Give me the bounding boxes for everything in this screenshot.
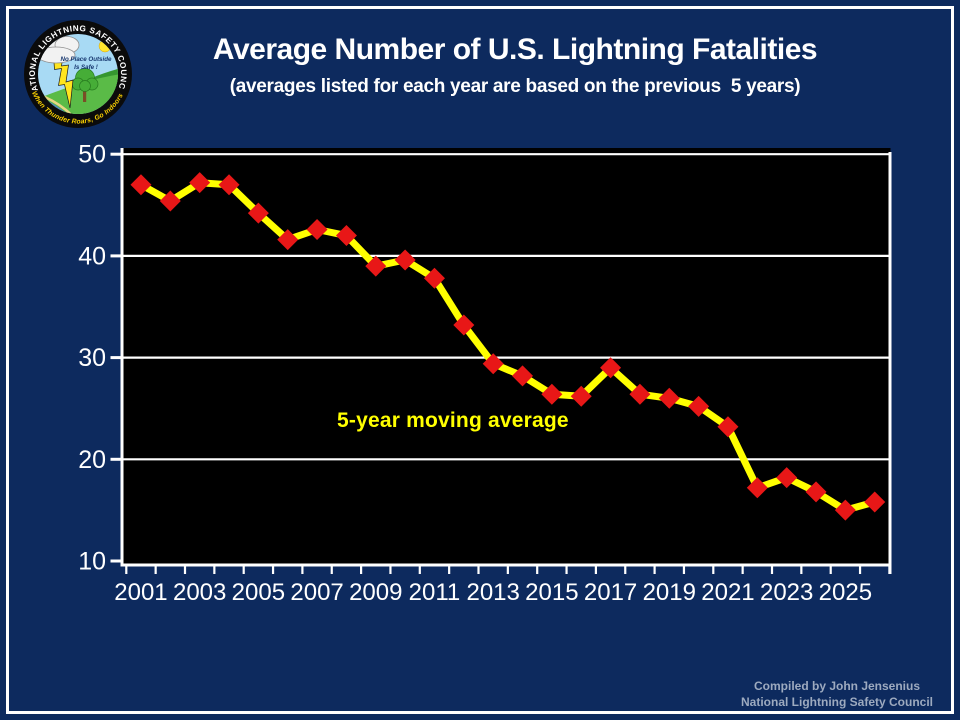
data-point-marker — [688, 395, 710, 417]
data-point-marker — [746, 477, 768, 499]
y-tick-label: 30 — [78, 344, 106, 372]
data-point-marker — [423, 267, 445, 289]
data-point-marker — [541, 383, 563, 405]
nlsc-logo-svg: No Place Outside Is Safe ! NATIONAL LIGH… — [20, 12, 132, 128]
x-tick-label: 2021 — [701, 579, 754, 606]
y-tick-label: 40 — [78, 242, 106, 270]
data-point-marker — [776, 467, 798, 489]
x-tick-label: 2007 — [290, 579, 343, 606]
data-point-marker — [805, 481, 827, 503]
y-tick-label: 20 — [78, 446, 106, 474]
tree-icon — [71, 68, 99, 92]
data-point-marker — [130, 174, 152, 196]
logo-slogan-line1: No Place Outside — [61, 56, 112, 63]
x-tick-label: 2017 — [584, 579, 637, 606]
data-point-marker — [658, 387, 680, 409]
footer-credit-line2: National Lightning Safety Council — [741, 695, 933, 709]
tree-trunk — [83, 89, 87, 102]
x-tick-label: 2005 — [232, 579, 285, 606]
data-point-marker — [277, 229, 299, 251]
nlsc-logo: No Place Outside Is Safe ! NATIONAL LIGH… — [20, 12, 133, 129]
x-tick-label: 2009 — [349, 579, 402, 606]
y-tick-label: 50 — [78, 141, 106, 169]
data-point-marker — [570, 385, 592, 407]
data-point-marker — [218, 174, 240, 196]
data-point-marker — [834, 499, 856, 521]
data-point-marker — [453, 314, 475, 336]
data-point-marker — [189, 172, 211, 194]
data-point-marker — [512, 365, 534, 387]
data-point-marker — [335, 225, 357, 247]
x-tick-label: 2023 — [760, 579, 813, 606]
logo-slogan-line2: Is Safe ! — [74, 64, 98, 71]
footer-credit: Compiled by John Jensenius National Ligh… — [732, 678, 942, 710]
data-point-marker — [365, 255, 387, 277]
x-tick-label: 2015 — [525, 579, 578, 606]
lightning-bolt-icon — [52, 48, 74, 109]
data-point-marker — [247, 202, 269, 224]
x-tick-label: 2019 — [643, 579, 696, 606]
x-tick-label: 2011 — [409, 579, 461, 606]
data-point-marker — [394, 249, 416, 271]
y-tick-label: 10 — [78, 548, 106, 576]
data-point-marker — [629, 383, 651, 405]
data-point-marker — [482, 353, 504, 375]
series-annotation: 5-year moving average — [337, 409, 569, 432]
x-tick-label: 2001 — [114, 579, 167, 606]
data-point-marker — [306, 218, 328, 240]
x-tick-label: 2025 — [819, 579, 872, 606]
data-point-marker — [717, 416, 739, 438]
data-point-marker — [600, 357, 622, 379]
x-tick-label: 2013 — [466, 579, 519, 606]
page-title: Average Number of U.S. Lightning Fatalit… — [212, 33, 818, 66]
x-tick-label: 2003 — [173, 579, 226, 606]
footer-credit-line1: Compiled by John Jensenius — [753, 679, 921, 693]
data-point-marker — [864, 491, 886, 513]
page-subtitle: (averages listed for each year are based… — [229, 76, 801, 97]
data-point-marker — [159, 190, 181, 212]
